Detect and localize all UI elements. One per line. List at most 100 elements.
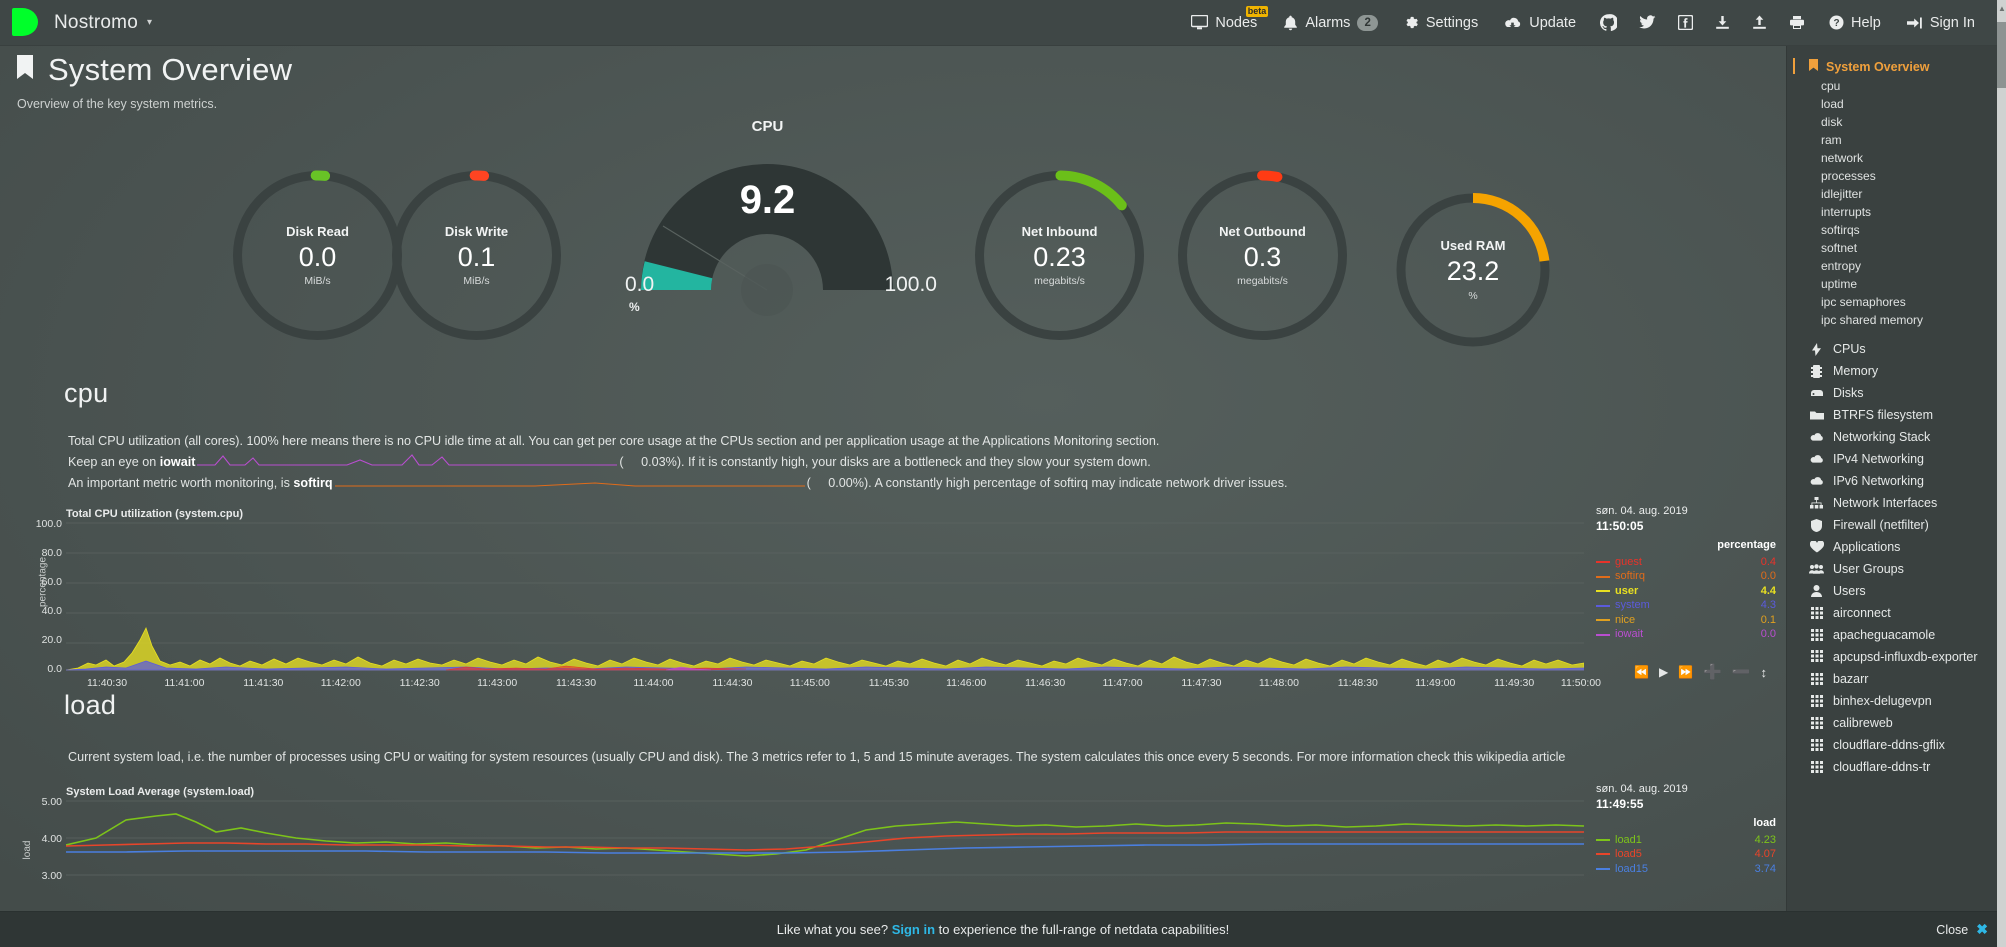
sidebar-subitem-idlejitter[interactable]: idlejitter [1821,187,1863,201]
sidebar-subitem-ipc-shared-memory[interactable]: ipc shared memory [1821,313,1924,327]
legend-swatch [1596,633,1610,636]
right-sidebar[interactable]: System Overview cpu load disk ram networ… [1786,46,2006,947]
twitter-link[interactable] [1628,0,1667,46]
legend-row-system[interactable]: system 4.3 [1596,598,1776,613]
window-scrollbar[interactable]: ▲ [1997,0,2006,947]
forward-icon[interactable]: ⏩ [1678,665,1694,680]
sidebar-item-ipv6-networking[interactable]: IPv6 Networking [1787,470,2006,492]
sidebar-item-networking-stack[interactable]: Networking Stack [1787,426,2006,448]
chart-controls-cpu[interactable]: ⏪ ▶ ⏩ ➕ ➖ ↕ [1634,663,1767,681]
heartbeat-icon [1809,541,1824,553]
promo-text-pre: Like what you see? [776,922,892,937]
sidebar-subitem-entropy[interactable]: entropy [1821,259,1862,273]
sidebar-subitem-network[interactable]: network [1821,151,1864,165]
nav-item-settings[interactable]: Settings [1391,0,1491,46]
page-title: System Overview [14,52,292,88]
sidebar-subitem-disk[interactable]: disk [1821,115,1843,129]
sidebar-item-calibreweb[interactable]: calibreweb [1787,712,2006,734]
sidebar-item-ipv4-networking[interactable]: IPv4 Networking [1787,448,2006,470]
sidebar-item-firewall[interactable]: Firewall (netfilter) [1787,514,2006,536]
legend-row-load5[interactable]: load5 4.07 [1596,847,1776,862]
upload-icon [1752,15,1767,30]
legend-unit: percentage [1717,539,1776,552]
sidebar-item-cpus[interactable]: CPUs [1787,338,2006,360]
gauge-disk-write[interactable]: Disk Write 0.1 MiB/s [389,168,564,343]
promo-signin-link[interactable]: Sign in [891,922,936,937]
rewind-icon[interactable]: ⏪ [1634,665,1649,680]
chart-system-cpu[interactable]: Total CPU utilization (system.cpu) perce… [36,505,1780,689]
resize-icon[interactable]: ↕ [1760,664,1768,680]
sidebar-subitem-softirqs[interactable]: softirqs [1821,223,1860,237]
sidebar-item-network-interfaces[interactable]: Network Interfaces [1787,492,2006,514]
legend-row-load15[interactable]: load15 3.74 [1596,862,1776,877]
sidebar-item-cloudflare-ddns-tr[interactable]: cloudflare-ddns-tr [1787,756,2006,778]
download-link[interactable] [1704,0,1741,46]
sidebar-item-applications[interactable]: Applications [1787,536,2006,558]
chevron-down-icon[interactable]: ▾ [146,17,152,28]
sidebar-item-memory[interactable]: Memory [1787,360,2006,382]
sidebar-subitem-cpu[interactable]: cpu [1821,79,1841,93]
zoom-out-icon[interactable]: ➖ [1731,664,1751,682]
sidebar-subitem-processes[interactable]: processes [1821,169,1876,183]
scroll-up-arrow[interactable]: ▲ [1998,4,2006,13]
sidebar-subitem-ram[interactable]: ram [1821,133,1842,147]
nav-item-alarms[interactable]: Alarms 2 [1270,0,1391,46]
facebook-link[interactable] [1667,0,1704,46]
nav-item-signin[interactable]: Sign In [1894,0,1988,46]
legend-row-softirq[interactable]: softirq 0.0 [1596,569,1776,584]
sidebar-subitem-interrupts[interactable]: interrupts [1821,205,1872,219]
legend-row-load1[interactable]: load1 4.23 [1596,833,1776,848]
sidebar-item-users[interactable]: Users [1787,580,2006,602]
scrollbar-thumb[interactable] [1997,22,2006,88]
play-icon[interactable]: ▶ [1658,665,1669,680]
print-link[interactable] [1778,0,1816,46]
gauge-disk-read[interactable]: Disk Read 0.0 MiB/s [230,168,405,343]
sidebar-item-apacheguacamole[interactable]: apacheguacamole [1787,624,2006,646]
gauge-used-ram[interactable]: Used RAM 23.2 % [1393,190,1553,350]
gear-icon [1404,15,1419,30]
chart-plot-area[interactable]: percentage 100.0 80.0 60.0 40.0 20.0 0.0 [36,519,1601,689]
sidebar-subitem-softnet[interactable]: softnet [1821,241,1858,255]
legend-row-iowait[interactable]: iowait 0.0 [1596,627,1776,642]
zoom-in-icon[interactable]: ➕ [1703,664,1722,682]
upload-link[interactable] [1741,0,1778,46]
node-name[interactable]: Nostromo [54,11,138,33]
nav-label-alarms: Alarms [1305,14,1351,31]
grid-icon [1809,607,1824,619]
gauge-net-outbound[interactable]: Net Outbound 0.3 megabits/s [1175,168,1350,343]
chart-system-load[interactable]: System Load Average (system.load) load 5… [22,783,1780,900]
netdata-logo[interactable] [12,7,42,38]
sidebar-item-disks[interactable]: Disks [1787,382,2006,404]
sidebar-section-system-overview[interactable]: System Overview [1787,56,2006,77]
sidebar-item-label: apcupsd-influxdb-exporter [1833,650,1978,664]
sidebar-item-cloudflare-ddns-gflix[interactable]: cloudflare-ddns-gflix [1787,734,2006,756]
sidebar-item-user-groups[interactable]: User Groups [1787,558,2006,580]
legend-row-user[interactable]: user 4.4 [1596,584,1776,599]
github-link[interactable] [1589,0,1628,46]
nav-item-update[interactable]: Update [1491,0,1589,46]
gauge-cpu[interactable]: CPU 9.2 0.0 % 100.0 [625,118,937,358]
sidebar-subitem-ipc-semaphores[interactable]: ipc semaphores [1821,295,1906,309]
sidebar-item-binhex-delugevpn[interactable]: binhex-delugevpn [1787,690,2006,712]
sidebar-subitem-load[interactable]: load [1821,97,1844,111]
gauge-value: 0.1 [457,241,496,272]
sidebar-subitem-uptime[interactable]: uptime [1821,277,1858,291]
nav-item-nodes[interactable]: Nodes beta [1178,0,1270,46]
chart-plot-area[interactable]: load 5.00 4.00 3.00 [22,797,1584,900]
nav-item-help[interactable]: ? Help [1816,0,1894,46]
close-icon[interactable]: ✖ [1976,921,1988,937]
gauge-title: Disk Write [444,223,509,239]
legend-unit: load [1753,817,1776,829]
gauge-title: Disk Read [286,223,349,239]
legend-row-guest[interactable]: guest 0.4 [1596,555,1776,570]
sidebar-item-bazarr[interactable]: bazarr [1787,668,2006,690]
page-title-text: System Overview [48,52,293,87]
top-nav-right-group: Nodes beta Alarms 2 Settings Update [1178,0,2006,46]
legend-row-nice[interactable]: nice 0.1 [1596,613,1776,628]
close-promo-button[interactable]: Close ✖ [1936,921,1988,938]
grid-icon [1809,761,1824,773]
sidebar-item-btrfs-filesystem[interactable]: BTRFS filesystem [1787,404,2006,426]
sidebar-item-airconnect[interactable]: airconnect [1787,602,2006,624]
gauge-net-inbound[interactable]: Net Inbound 0.23 megabits/s [972,168,1147,343]
sidebar-item-apcupsd-influxdb-exporter[interactable]: apcupsd-influxdb-exporter [1787,646,2006,668]
